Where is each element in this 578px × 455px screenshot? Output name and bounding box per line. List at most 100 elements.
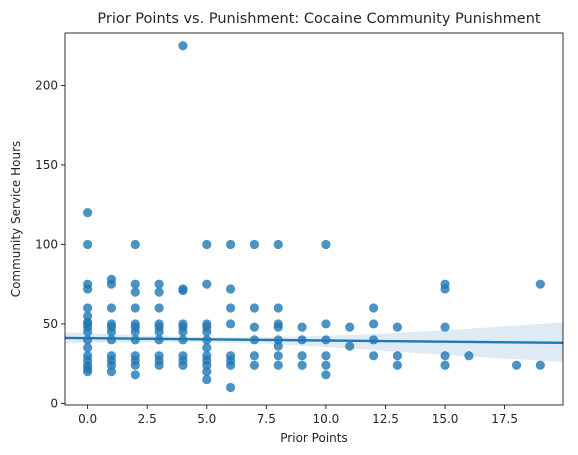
data-point (273, 303, 283, 313)
data-point (178, 41, 188, 51)
data-point (249, 303, 260, 313)
data-point (83, 327, 93, 337)
data-point (83, 239, 93, 250)
data-point (368, 319, 379, 329)
data-point (321, 319, 331, 329)
x-tick-label: 12.5 (372, 412, 399, 426)
data-point (154, 303, 164, 313)
data-point (273, 351, 283, 361)
data-point (83, 284, 93, 294)
data-point (226, 284, 236, 294)
data-point (535, 279, 545, 289)
data-point (178, 327, 188, 337)
data-point (226, 239, 236, 250)
data-point (106, 279, 117, 289)
x-tick-label: 7.5 (257, 412, 276, 426)
data-point (130, 303, 140, 313)
data-point (440, 322, 450, 332)
data-point (273, 341, 283, 351)
data-point (368, 351, 379, 361)
data-point (202, 343, 212, 353)
data-point (154, 360, 164, 370)
regression-line (64, 336, 564, 345)
data-point (392, 360, 402, 370)
data-point (535, 360, 545, 370)
data-point (392, 322, 402, 332)
data-point (83, 303, 93, 313)
data-point (202, 279, 212, 289)
data-point (130, 279, 140, 289)
data-point (154, 327, 164, 337)
data-point (106, 327, 117, 337)
y-axis-label: Community Service Hours (9, 141, 23, 298)
data-point (83, 343, 93, 353)
data-point (345, 322, 355, 332)
plot-frame (64, 32, 564, 406)
data-point (440, 351, 450, 361)
data-point (130, 287, 140, 297)
x-tick-label: 0.0 (78, 412, 97, 426)
y-tick-label: 0 (50, 396, 58, 410)
data-point (178, 360, 188, 370)
data-point (440, 284, 450, 294)
x-tick-label: 17.5 (491, 412, 518, 426)
data-point (321, 351, 331, 361)
data-point (368, 303, 379, 313)
data-point (321, 370, 331, 380)
data-point (273, 360, 283, 370)
data-point (226, 360, 236, 370)
data-point (226, 319, 236, 329)
data-point (130, 239, 140, 250)
data-point (154, 287, 164, 297)
data-point (130, 360, 140, 370)
x-tick-label: 5.0 (197, 412, 216, 426)
data-point (130, 327, 140, 337)
data-point (249, 351, 260, 361)
data-points-layer (83, 41, 545, 393)
data-point (154, 279, 164, 289)
data-point (178, 285, 188, 296)
data-point (321, 360, 331, 370)
data-point (202, 374, 212, 385)
data-point (440, 360, 450, 370)
data-point (273, 322, 283, 332)
confidence-band-layer (65, 322, 563, 363)
chart-title: Prior Points vs. Punishment: Cocaine Com… (97, 11, 541, 27)
data-point (130, 370, 140, 380)
data-point (321, 239, 331, 250)
data-point (345, 341, 355, 351)
data-point (249, 360, 260, 370)
data-point (106, 335, 117, 345)
regression-line-layer (64, 336, 564, 345)
data-point (249, 239, 260, 250)
y-axis: 0 50 100 150 200 (35, 78, 65, 410)
data-point (392, 351, 402, 361)
data-point (83, 367, 93, 377)
data-point (464, 351, 474, 361)
confidence-band (65, 322, 563, 363)
data-point (202, 367, 212, 377)
data-point (106, 367, 117, 377)
data-point (106, 360, 117, 370)
y-tick-label: 150 (35, 158, 58, 172)
x-axis: 0.0 2.5 5.0 7.5 10.0 12.5 15.0 17.5 (78, 405, 518, 426)
data-point (226, 382, 236, 393)
x-tick-label: 15.0 (432, 412, 459, 426)
data-point (106, 303, 117, 313)
data-point (83, 335, 93, 345)
data-point (202, 327, 212, 337)
x-tick-label: 10.0 (313, 412, 340, 426)
data-point (297, 360, 307, 370)
data-point (83, 311, 93, 321)
x-tick-label: 2.5 (138, 412, 157, 426)
y-tick-label: 200 (35, 78, 58, 92)
data-point (297, 351, 307, 361)
data-point (226, 303, 236, 313)
data-point (297, 322, 307, 332)
y-tick-label: 50 (43, 317, 58, 331)
data-point (83, 208, 93, 218)
data-point (273, 239, 283, 250)
data-point (511, 360, 522, 370)
data-point (202, 360, 212, 370)
